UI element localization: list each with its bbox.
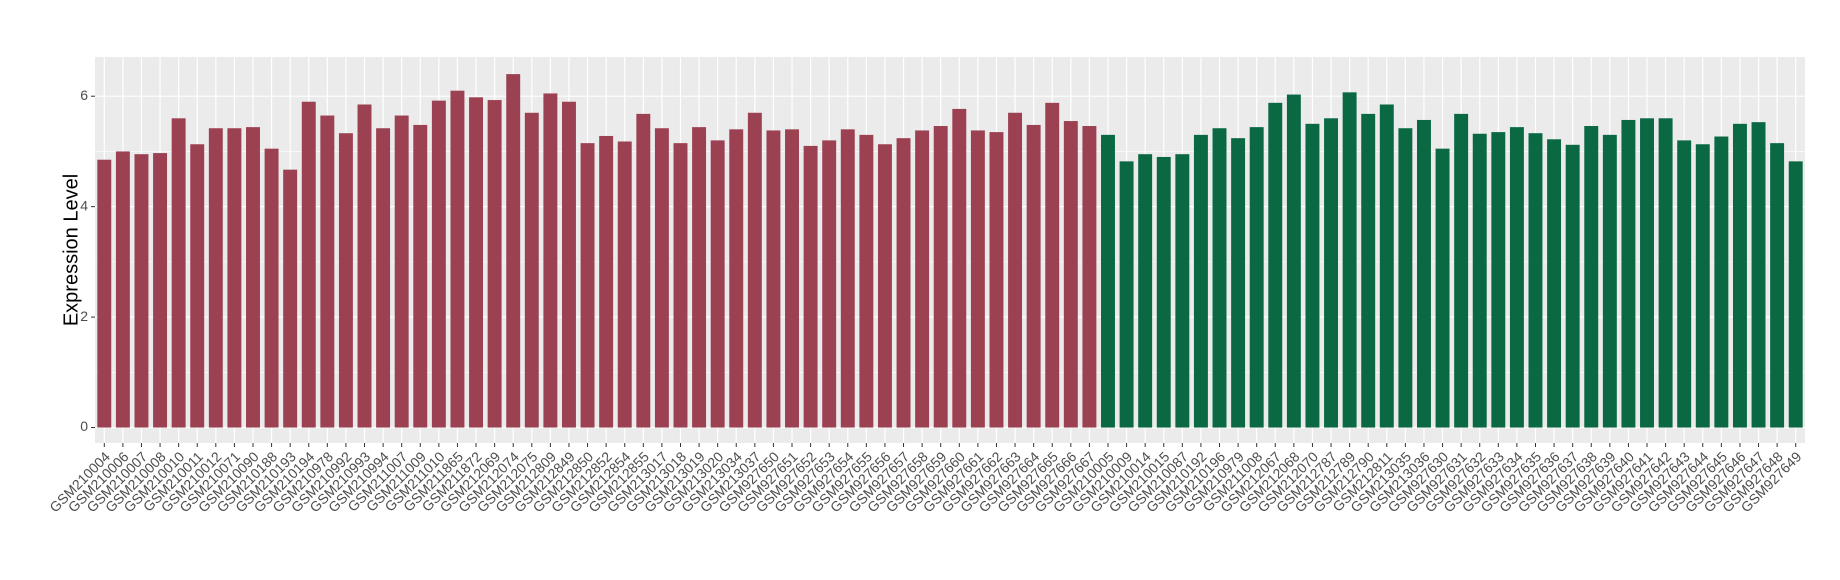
bar: [134, 154, 149, 428]
bar: [1026, 124, 1041, 428]
bar: [357, 104, 372, 428]
bar: [246, 127, 260, 428]
bar: [1324, 118, 1339, 428]
bar: [376, 128, 391, 428]
bar: [1045, 102, 1060, 428]
bar: [543, 93, 558, 428]
bar: [413, 124, 428, 428]
bar: [190, 144, 205, 428]
bar: [599, 135, 614, 428]
bar: [264, 148, 279, 428]
y-tick-label: 4: [80, 197, 88, 213]
bar: [1472, 133, 1487, 428]
bar: [1175, 154, 1190, 428]
bar: [1193, 134, 1208, 428]
bar: [859, 134, 874, 428]
bar: [227, 128, 242, 428]
bar: [301, 101, 316, 428]
bar: [822, 140, 837, 428]
bar: [1658, 118, 1673, 428]
bar: [1509, 127, 1524, 428]
bar: [952, 108, 967, 428]
bar: [692, 127, 707, 428]
bar: [1342, 92, 1357, 428]
bar: [1584, 126, 1599, 428]
bar: [1082, 126, 1097, 428]
bar: [1305, 123, 1320, 428]
bar: [1565, 144, 1580, 428]
bar: [933, 126, 948, 428]
bar: [561, 101, 576, 428]
bar: [115, 151, 130, 428]
y-axis-title: Expression Level: [60, 174, 82, 326]
bar: [283, 169, 298, 428]
bar: [877, 144, 892, 428]
bar: [896, 138, 911, 428]
bar: [673, 143, 688, 428]
bar: [970, 130, 985, 428]
bar: [1677, 140, 1692, 428]
bar: [1212, 128, 1227, 428]
bar: [506, 74, 521, 428]
bar: [320, 115, 335, 428]
bar: [338, 133, 353, 428]
bar: [747, 112, 762, 428]
bar: [450, 90, 465, 428]
bar: [1138, 154, 1153, 428]
bar: [524, 112, 539, 428]
bar: [171, 118, 186, 428]
bar: [1231, 138, 1246, 428]
bar: [1640, 118, 1654, 428]
bar: [840, 129, 855, 428]
bar: [1416, 119, 1431, 428]
bar: [710, 140, 725, 428]
bar: [785, 129, 799, 428]
bar: [1119, 161, 1134, 428]
bar: [1788, 161, 1803, 428]
bar: [1547, 139, 1562, 428]
bar: [1770, 143, 1785, 428]
bar: [1621, 119, 1636, 428]
bar: [1398, 128, 1413, 428]
bar: [469, 97, 484, 428]
bar: [1101, 134, 1115, 428]
bar: [487, 100, 502, 428]
bar: [431, 100, 446, 428]
bar: [803, 145, 818, 428]
bar: [580, 143, 595, 428]
y-tick-label: 2: [80, 308, 88, 324]
bar: [1435, 148, 1450, 428]
bar: [1268, 102, 1283, 428]
bar: [97, 159, 112, 428]
bar: [1491, 132, 1506, 428]
bar: [1008, 112, 1023, 428]
bar: [654, 128, 669, 428]
bar: [1528, 133, 1543, 428]
bar: [394, 115, 409, 428]
bar: [1751, 122, 1766, 428]
bar: [766, 130, 781, 428]
bar: [153, 153, 168, 428]
bar: [1602, 134, 1617, 428]
bar: [617, 141, 632, 428]
bar: [1286, 94, 1301, 428]
bar: [1714, 136, 1729, 428]
bar: [915, 130, 930, 428]
y-tick-label: 6: [80, 87, 88, 103]
bar: [989, 132, 1004, 428]
y-tick-label: 0: [80, 418, 88, 434]
bar: [1454, 113, 1469, 428]
bar: [208, 128, 223, 428]
bar: [1695, 144, 1710, 428]
bar: [1249, 127, 1264, 428]
bar: [729, 129, 744, 428]
bar: [1732, 123, 1747, 428]
bar: [636, 113, 651, 428]
bar: [1361, 113, 1376, 428]
bar: [1063, 121, 1078, 428]
bar: [1156, 156, 1171, 428]
bar: [1379, 104, 1394, 428]
